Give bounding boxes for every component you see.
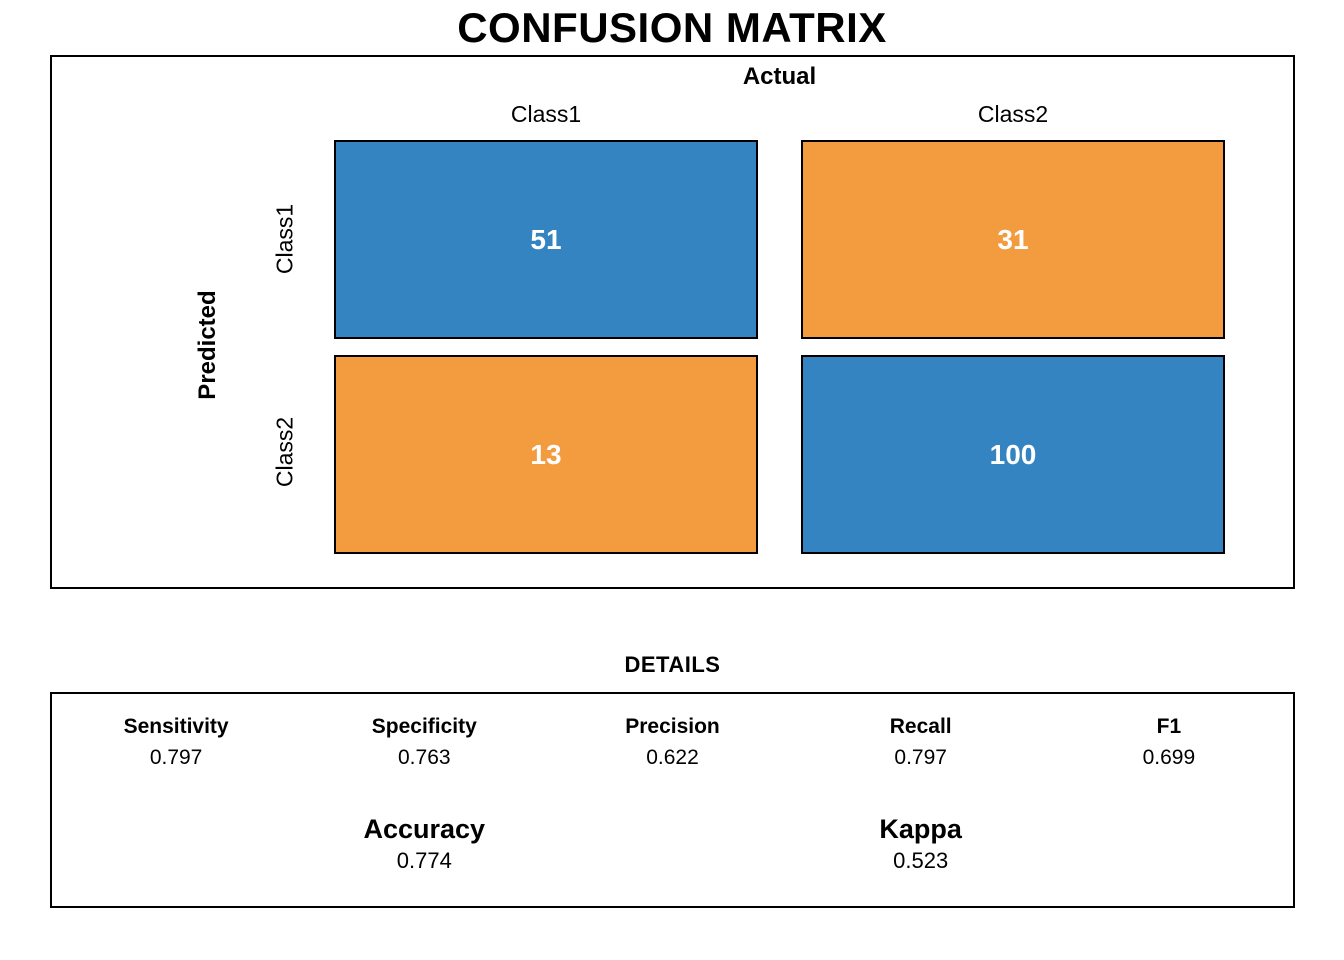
metric-label: Kappa xyxy=(879,814,962,844)
cell-value-false-positive: 31 xyxy=(997,223,1029,255)
cell-pred-class1-actual-class1: 51 xyxy=(334,140,758,339)
details-title: DETAILS xyxy=(624,652,721,677)
metric-value: 0.797 xyxy=(149,746,203,769)
cell-pred-class2-actual-class1: 13 xyxy=(334,355,758,554)
metric-kappa: Kappa 0.523 xyxy=(797,812,1045,874)
figure-title: CONFUSION MATRIX xyxy=(457,4,887,51)
cell-value-false-negative: 13 xyxy=(530,438,562,470)
metric-label: Recall xyxy=(889,715,952,738)
row-label-class1: Class1 xyxy=(271,203,298,275)
metric-value: 0.774 xyxy=(396,848,452,873)
metric-value: 0.699 xyxy=(1142,746,1196,769)
cell-value-true-negative: 100 xyxy=(989,438,1037,470)
row-label-class2: Class2 xyxy=(271,416,298,488)
cell-pred-class1-actual-class2: 31 xyxy=(801,140,1225,339)
actual-axis-label: Actual xyxy=(742,63,817,90)
cell-value-true-positive: 51 xyxy=(530,223,562,255)
col-label-class2: Class2 xyxy=(977,101,1049,127)
metric-sensitivity: Sensitivity 0.797 xyxy=(52,714,300,770)
metric-label: Precision xyxy=(625,715,720,738)
metric-precision: Precision 0.622 xyxy=(548,714,796,770)
matrix-panel: Actual Class1 Class2 Predicted Class1 Cl… xyxy=(50,55,1295,589)
metric-value: 0.523 xyxy=(893,848,949,873)
predicted-axis-label: Predicted xyxy=(194,290,221,400)
metric-value: 0.622 xyxy=(646,746,699,769)
metric-label: F1 xyxy=(1156,715,1182,738)
metric-recall: Recall 0.797 xyxy=(797,714,1045,770)
metric-accuracy: Accuracy 0.774 xyxy=(300,812,548,874)
metric-label: Sensitivity xyxy=(123,715,229,738)
metric-label: Accuracy xyxy=(363,814,486,844)
metric-label: Specificity xyxy=(371,715,477,738)
metrics-row: Sensitivity 0.797 Specificity 0.763 Prec… xyxy=(52,714,1293,770)
summary-row: Accuracy 0.774 Kappa 0.523 xyxy=(52,812,1293,874)
details-panel: Sensitivity 0.797 Specificity 0.763 Prec… xyxy=(50,692,1295,908)
metric-value: 0.797 xyxy=(894,746,947,769)
col-label-class1: Class1 xyxy=(510,101,582,127)
cell-pred-class2-actual-class2: 100 xyxy=(801,355,1225,554)
metric-specificity: Specificity 0.763 xyxy=(300,714,548,770)
metric-f1: F1 0.699 xyxy=(1045,714,1293,770)
metric-value: 0.763 xyxy=(398,746,451,769)
